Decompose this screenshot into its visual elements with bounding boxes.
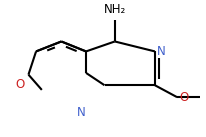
Text: N: N [156,45,165,58]
Text: N: N [76,106,85,119]
Text: O: O [16,78,25,91]
Text: O: O [179,91,188,104]
Text: NH₂: NH₂ [103,3,125,16]
